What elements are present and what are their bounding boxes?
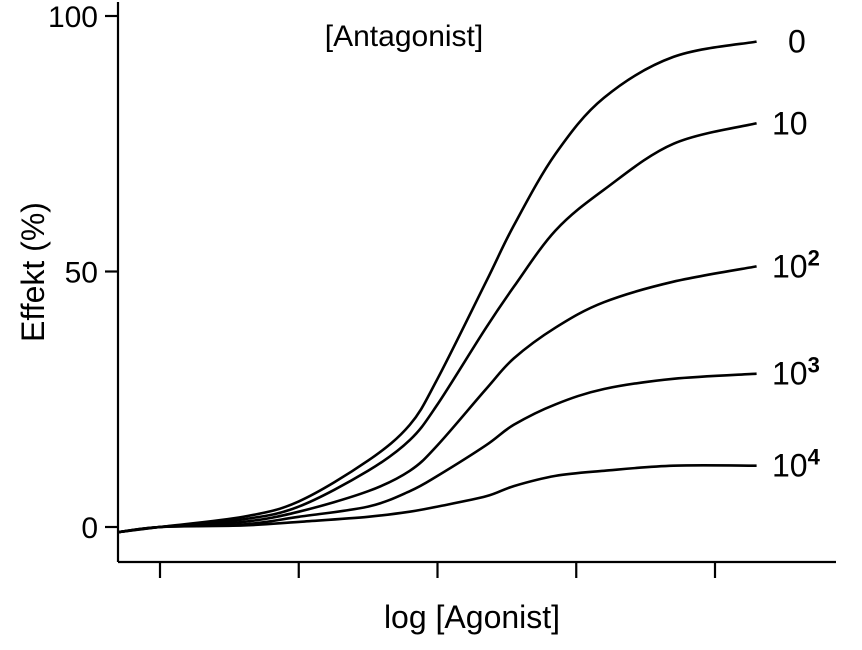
series-label-0: 0 — [788, 24, 806, 60]
series-line-10e3 — [118, 372, 757, 534]
series-line-10e2 — [118, 265, 757, 534]
y-tick-label: 0 — [81, 512, 98, 545]
series-label-10e3: 103 — [772, 353, 820, 392]
y-ticks: 0 50 100 — [48, 1, 118, 545]
series-label-10e4: 104 — [772, 445, 821, 484]
series-curves — [118, 40, 757, 534]
series-labels: 0 10 102 103 104 — [772, 24, 821, 484]
series-label-exponent: 4 — [808, 445, 821, 470]
y-tick-label: 100 — [48, 1, 98, 34]
series-label-10e2: 102 — [772, 245, 820, 284]
series-label-10: 10 — [772, 105, 808, 141]
series-label-exponent: 2 — [808, 245, 820, 270]
x-ticks — [158, 562, 717, 578]
series-line-10 — [118, 122, 757, 534]
series-line-10e4 — [118, 464, 757, 534]
axes — [116, 2, 836, 564]
y-tick-label: 50 — [65, 257, 98, 290]
y-axis-title: Effekt (%) — [15, 202, 51, 342]
x-axis-title: log [Agonist] — [384, 599, 560, 635]
series-label-exponent: 3 — [808, 353, 820, 378]
legend-title: [Antagonist] — [325, 20, 483, 53]
series-line-0 — [118, 40, 757, 534]
